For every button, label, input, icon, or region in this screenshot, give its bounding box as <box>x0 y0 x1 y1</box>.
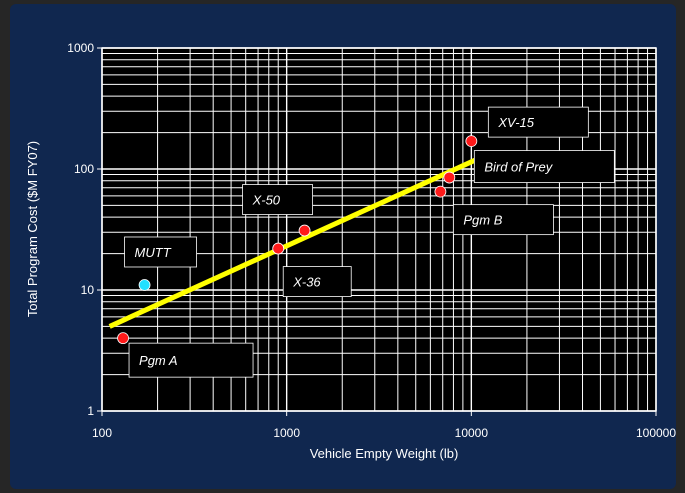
label-box-pgm-a <box>128 342 254 378</box>
trendline <box>108 152 487 329</box>
point-label-bird-of-prey: Bird of Prey <box>484 160 553 175</box>
point-label-pgm-a: Pgm A <box>139 353 178 368</box>
label-box-mutt <box>124 236 197 268</box>
label-box-x-36 <box>282 266 352 297</box>
label-box-xv-15 <box>487 106 589 138</box>
point-label-pgm-b: Pgm B <box>463 213 502 228</box>
label-box-x-50 <box>242 184 313 215</box>
point-mutt <box>138 279 151 291</box>
y-tick-label: 1000 <box>67 41 94 55</box>
point-bird-of-prey <box>443 171 456 184</box>
x-tick-label: 1000 <box>273 426 300 440</box>
point-pgm-b <box>434 185 447 198</box>
tick-labels: 100 1000 10000 100000 1 10 100 1000 <box>67 41 676 440</box>
label-box-bird-of-prey <box>473 150 615 183</box>
x-tick-label: 100000 <box>636 426 676 440</box>
trendline-line <box>108 152 487 329</box>
point-label-x-36: X-36 <box>292 275 321 290</box>
label-box-pgm-b <box>453 204 554 236</box>
x-tick-label: 10000 <box>455 426 489 440</box>
data-points <box>117 135 478 345</box>
x-tick-label: 100 <box>92 426 112 440</box>
point-label-xv-15: XV-15 <box>497 115 534 130</box>
point-label-mutt: MUTT <box>135 245 172 260</box>
point-xv-15 <box>465 135 478 148</box>
point-label-x-50: X-50 <box>252 193 281 208</box>
plot-border <box>101 47 657 412</box>
y-tick-label: 10 <box>81 283 95 297</box>
y-tick-label: 1 <box>87 404 94 418</box>
x-axis-label: Vehicle Empty Weight (lb) <box>310 446 459 461</box>
y-tick-label: 100 <box>74 162 94 176</box>
y-axis-label: Total Program Cost ($M FY07) <box>25 141 40 317</box>
point-labels: Pgm A MUTT X-36 X-50 Pgm B Bird of Prey XV-15 <box>124 106 615 378</box>
point-x-50 <box>298 224 311 237</box>
point-pgm-a <box>117 332 129 345</box>
point-x-36 <box>272 242 285 255</box>
